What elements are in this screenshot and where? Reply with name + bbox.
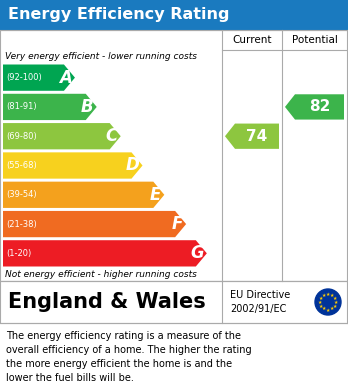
Text: ★: ★ [326, 292, 330, 296]
Text: 82: 82 [309, 99, 330, 115]
Text: ★: ★ [322, 307, 326, 311]
Text: The energy efficiency rating is a measure of the
overall efficiency of a home. T: The energy efficiency rating is a measur… [6, 331, 252, 383]
Text: (92-100): (92-100) [6, 73, 42, 82]
Bar [0, 281, 348, 323]
Text: Current: Current [232, 35, 272, 45]
Text: ★: ★ [318, 300, 322, 305]
Text: (39-54): (39-54) [6, 190, 37, 199]
Text: ★: ★ [330, 307, 334, 311]
Text: 74: 74 [246, 129, 268, 144]
Circle shape [315, 289, 341, 315]
Text: G: G [190, 244, 204, 262]
Text: ★: ★ [322, 292, 326, 298]
Text: ★: ★ [330, 292, 334, 298]
Polygon shape [3, 94, 97, 120]
Text: (69-80): (69-80) [6, 132, 37, 141]
Text: (1-20): (1-20) [6, 249, 31, 258]
Text: ★: ★ [319, 296, 323, 301]
Polygon shape [3, 211, 186, 237]
Polygon shape [285, 94, 344, 120]
Text: Very energy efficient - lower running costs: Very energy efficient - lower running co… [5, 52, 197, 61]
Text: F: F [172, 215, 183, 233]
Bar [0, 0, 348, 30]
Text: B: B [81, 98, 94, 116]
Text: England & Wales: England & Wales [8, 292, 206, 312]
Text: Potential: Potential [292, 35, 338, 45]
Text: ★: ★ [326, 307, 330, 312]
Text: (21-38): (21-38) [6, 220, 37, 229]
Text: ★: ★ [333, 303, 337, 308]
Text: ★: ★ [319, 303, 323, 308]
Polygon shape [3, 65, 75, 91]
Polygon shape [3, 152, 143, 179]
Polygon shape [3, 182, 164, 208]
Text: EU Directive
2002/91/EC: EU Directive 2002/91/EC [230, 291, 290, 314]
Polygon shape [3, 240, 207, 267]
Text: D: D [126, 156, 140, 174]
Text: Not energy efficient - higher running costs: Not energy efficient - higher running co… [5, 270, 197, 279]
Text: Energy Efficiency Rating: Energy Efficiency Rating [8, 7, 229, 23]
Text: C: C [105, 127, 118, 145]
Text: ★: ★ [334, 300, 338, 305]
Polygon shape [3, 123, 121, 149]
Text: (81-91): (81-91) [6, 102, 37, 111]
Polygon shape [225, 124, 279, 149]
Text: (55-68): (55-68) [6, 161, 37, 170]
Bar [0, 30, 348, 281]
Text: A: A [59, 69, 72, 87]
Text: E: E [150, 186, 161, 204]
Text: ★: ★ [333, 296, 337, 301]
